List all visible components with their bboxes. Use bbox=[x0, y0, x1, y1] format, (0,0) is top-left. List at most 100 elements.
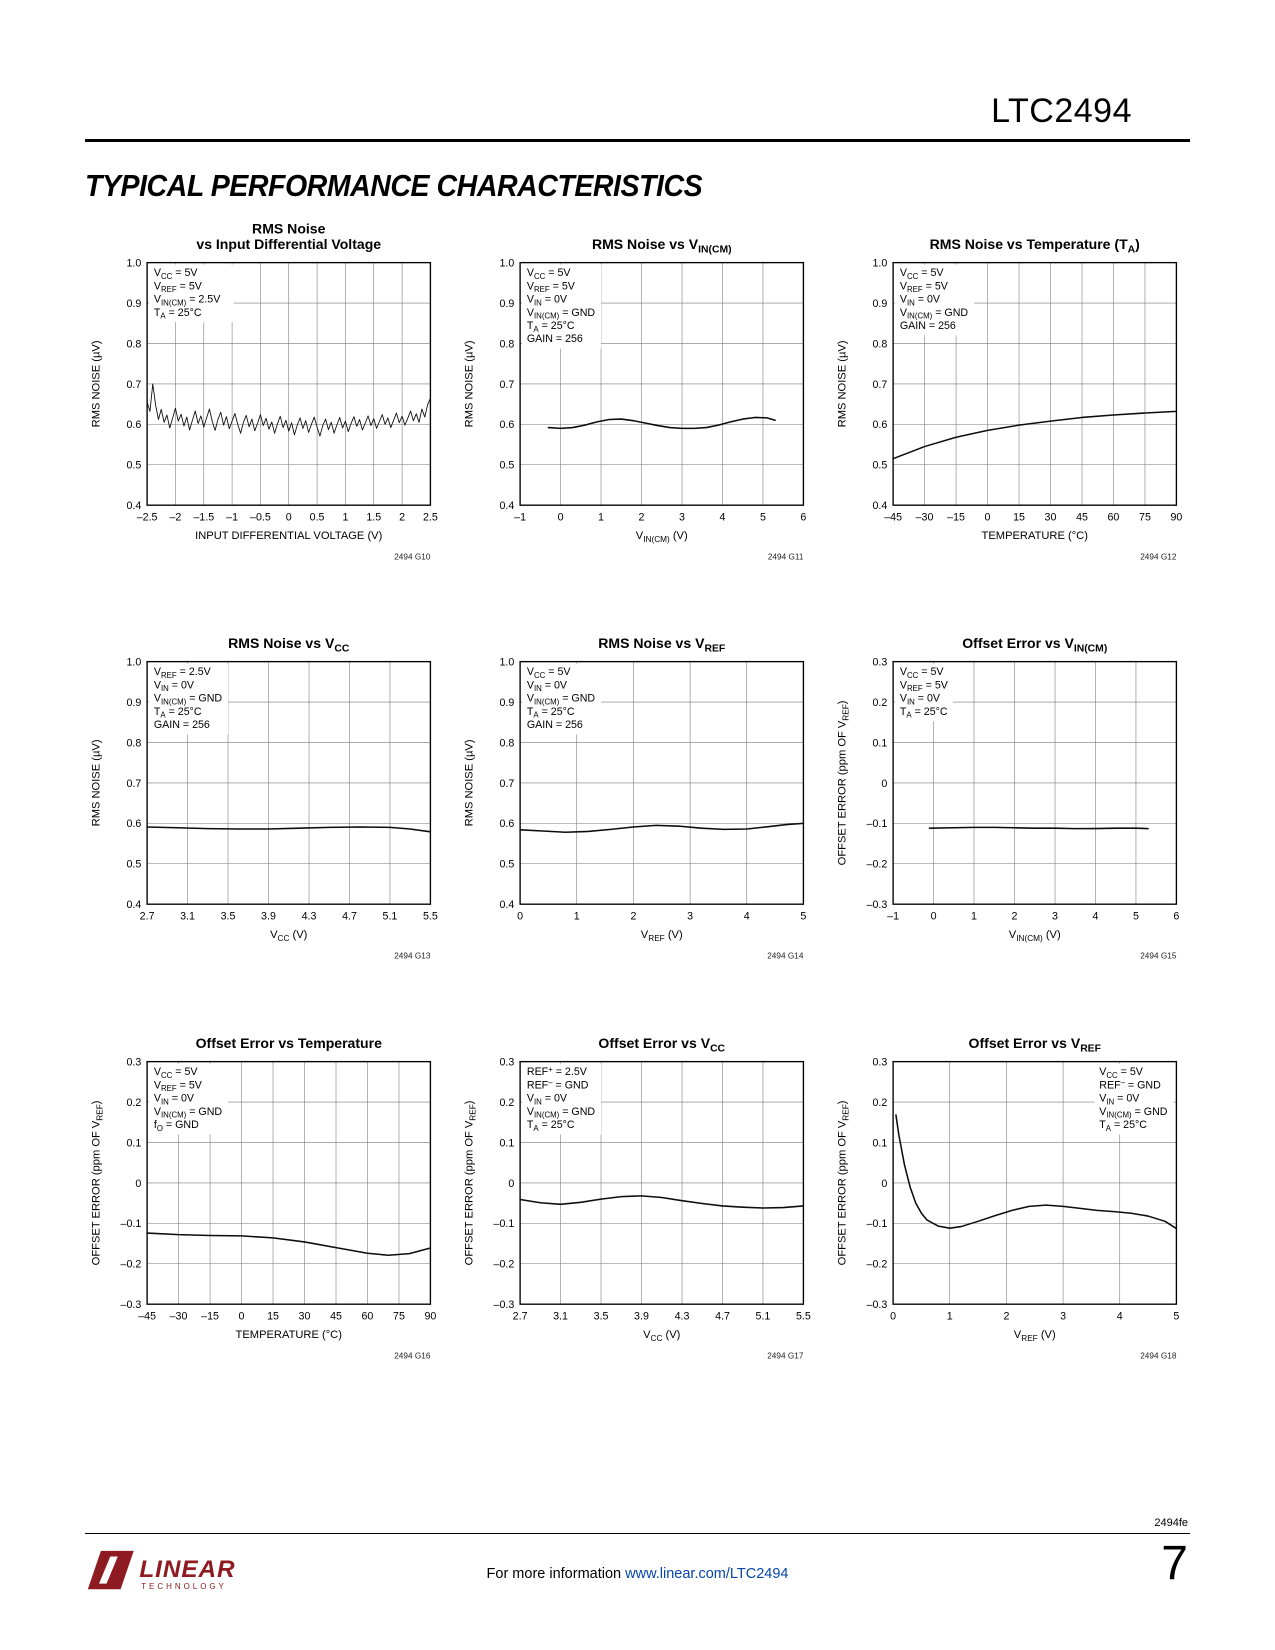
y-axis-label: OFFSET ERROR (ppm OF VREF) bbox=[91, 1100, 105, 1265]
graph-id: 2494 G11 bbox=[768, 553, 804, 562]
x-tick-label: 4.3 bbox=[302, 911, 317, 923]
x-tick-label: 0 bbox=[286, 512, 292, 524]
y-tick-label: 0.8 bbox=[499, 738, 514, 750]
chart-title: RMS Noise vs VREF bbox=[598, 635, 725, 655]
y-tick-label: 1.0 bbox=[126, 657, 141, 669]
annotation-line: VIN(CM) = GND bbox=[154, 693, 223, 707]
x-tick-label: –45 bbox=[138, 1310, 156, 1322]
y-axis-label: RMS NOISE (µV) bbox=[837, 340, 849, 427]
y-tick-label: –0.2 bbox=[867, 859, 888, 871]
annotation-line: VCC = 5V bbox=[527, 667, 572, 681]
x-axis-label: VREF (V) bbox=[641, 929, 683, 943]
annotation-line: VIN = 0V bbox=[900, 693, 941, 707]
data-curve bbox=[146, 826, 432, 833]
y-tick-label: 0.7 bbox=[872, 379, 887, 391]
annotation-line: VCC = 5V bbox=[154, 267, 199, 281]
annotation-line: VIN(CM) = GND bbox=[527, 693, 596, 707]
y-tick-label: –0.2 bbox=[121, 1258, 142, 1270]
annotation-line: VIN(CM) = GND bbox=[900, 307, 969, 321]
annotation-line: VIN = 0V bbox=[900, 294, 941, 308]
y-tick-label: 0.5 bbox=[499, 460, 514, 472]
x-tick-label: 4 bbox=[720, 512, 726, 524]
x-axis-label: VCC (V) bbox=[270, 929, 308, 943]
y-tick-label: 0.3 bbox=[872, 1056, 887, 1068]
x-tick-label: 3 bbox=[679, 512, 685, 524]
plot-border bbox=[892, 261, 1178, 506]
annotation-line: VREF = 5V bbox=[900, 280, 949, 294]
footer-rule bbox=[85, 1533, 1190, 1534]
graph-id: 2494 G14 bbox=[767, 952, 804, 961]
graph-id: 2494 G12 bbox=[1140, 553, 1177, 562]
y-axis-label: RMS NOISE (µV) bbox=[464, 340, 476, 427]
chart-title: RMS Noise vs VIN(CM) bbox=[592, 236, 732, 256]
y-tick-label: 0.1 bbox=[126, 1137, 141, 1149]
plot-border bbox=[146, 661, 432, 906]
annotation-line: VCC = 5V bbox=[900, 267, 945, 281]
x-tick-label: 0.5 bbox=[310, 512, 325, 524]
y-tick-label: 0.4 bbox=[126, 899, 141, 911]
y-axis-label: OFFSET ERROR (ppm OF VREF) bbox=[464, 1100, 478, 1265]
x-tick-label: –1 bbox=[887, 911, 899, 923]
x-tick-label: 5.1 bbox=[383, 911, 398, 923]
annotation-line: REF– = GND bbox=[527, 1078, 589, 1091]
chart-g11-rms-noise-vs-vincm: RMS Noise vs VIN(CM) 0.4 0.5 0.6 0.7 0.8 0.9 1.… bbox=[458, 218, 817, 565]
chart-svg: RMS Noise vs VCC 0.4 0.5 0.6 0.7 0.8 0.9 1.0 2.7… bbox=[91, 635, 438, 960]
y-tick-label: 0.8 bbox=[499, 338, 514, 350]
x-tick-label: 1 bbox=[574, 911, 580, 923]
x-tick-label: 3.9 bbox=[634, 1310, 649, 1322]
x-tick-label: 3.1 bbox=[180, 911, 195, 923]
annotation-line: VIN(CM) = 2.5V bbox=[154, 294, 221, 308]
annotation-line: VCC = 5V bbox=[1099, 1066, 1144, 1080]
part-number: LTC2494 bbox=[991, 92, 1132, 130]
x-tick-label: 1 bbox=[598, 512, 604, 524]
chart-g10-rms-noise-vs-input-differential-voltage: RMS Noise vs Input Differential Voltage 0.… bbox=[85, 218, 444, 565]
footer-info-link[interactable]: www.linear.com/LTC2494 bbox=[625, 1566, 789, 1582]
y-tick-label: 0.4 bbox=[499, 899, 514, 911]
x-tick-label: 75 bbox=[1139, 512, 1151, 524]
x-axis-label: TEMPERATURE (°C) bbox=[982, 530, 1089, 542]
x-tick-label: 4 bbox=[1093, 911, 1099, 923]
page-number: 7 bbox=[1161, 1537, 1188, 1590]
chart-title: RMS Noise vs VCC bbox=[228, 635, 350, 655]
x-tick-label: –0.5 bbox=[250, 512, 271, 524]
x-tick-label: 0 bbox=[985, 512, 991, 524]
annotation-line: VREF = 5V bbox=[527, 280, 576, 294]
graph-id: 2494 G18 bbox=[1140, 1351, 1177, 1360]
y-tick-label: –0.1 bbox=[121, 1218, 142, 1230]
chart-svg: Offset Error vs VREF –0.3 –0.2 –0.1 0 0.1 0.2 0… bbox=[837, 1035, 1180, 1360]
data-curve bbox=[892, 410, 1178, 460]
chart-title: Offset Error vs VREF bbox=[969, 1035, 1101, 1055]
y-tick-label: 0.6 bbox=[499, 819, 514, 831]
x-tick-label: –15 bbox=[947, 512, 965, 524]
y-tick-label: 0 bbox=[508, 1177, 514, 1189]
x-axis-label: VIN(CM) (V) bbox=[1009, 929, 1061, 943]
x-axis-label: TEMPERATURE (°C) bbox=[236, 1329, 343, 1341]
annotation-line: VREF = 5V bbox=[154, 280, 203, 294]
annotation-line: GAIN = 256 bbox=[527, 333, 583, 345]
chart-g15-offset-error-vs-vincm: Offset Error vs VIN(CM) –0.3 –0.2 –0.1 0 0.1 0… bbox=[831, 617, 1190, 964]
x-tick-label: 5.5 bbox=[796, 1310, 811, 1322]
annotation-line: VIN = 0V bbox=[154, 680, 195, 694]
y-tick-label: 0 bbox=[135, 1177, 141, 1189]
logo-sub-text: TECHNOLOGY bbox=[141, 1582, 227, 1591]
footer-doc-code: 2494fe bbox=[1154, 1517, 1188, 1529]
data-curve bbox=[928, 826, 1149, 830]
y-tick-label: 0.7 bbox=[126, 379, 141, 391]
data-curve bbox=[146, 383, 431, 437]
y-tick-label: 0.3 bbox=[499, 1056, 514, 1068]
y-tick-label: 0.8 bbox=[872, 338, 887, 350]
annotation-line: TA = 25°C bbox=[527, 320, 575, 334]
graph-id: 2494 G15 bbox=[1140, 952, 1177, 961]
y-tick-label: 0.8 bbox=[126, 338, 141, 350]
y-tick-label: –0.1 bbox=[867, 1218, 888, 1230]
y-tick-label: 0.3 bbox=[126, 1056, 141, 1068]
y-tick-label: 0.3 bbox=[872, 657, 887, 669]
annotation-line: VREF = 5V bbox=[900, 680, 949, 694]
annotation-backing bbox=[522, 663, 602, 735]
plot-border bbox=[892, 661, 1178, 906]
x-tick-label: 2 bbox=[639, 512, 645, 524]
y-tick-label: 0.4 bbox=[499, 500, 514, 512]
y-tick-label: 0.9 bbox=[126, 298, 141, 310]
y-tick-label: –0.3 bbox=[121, 1299, 142, 1311]
